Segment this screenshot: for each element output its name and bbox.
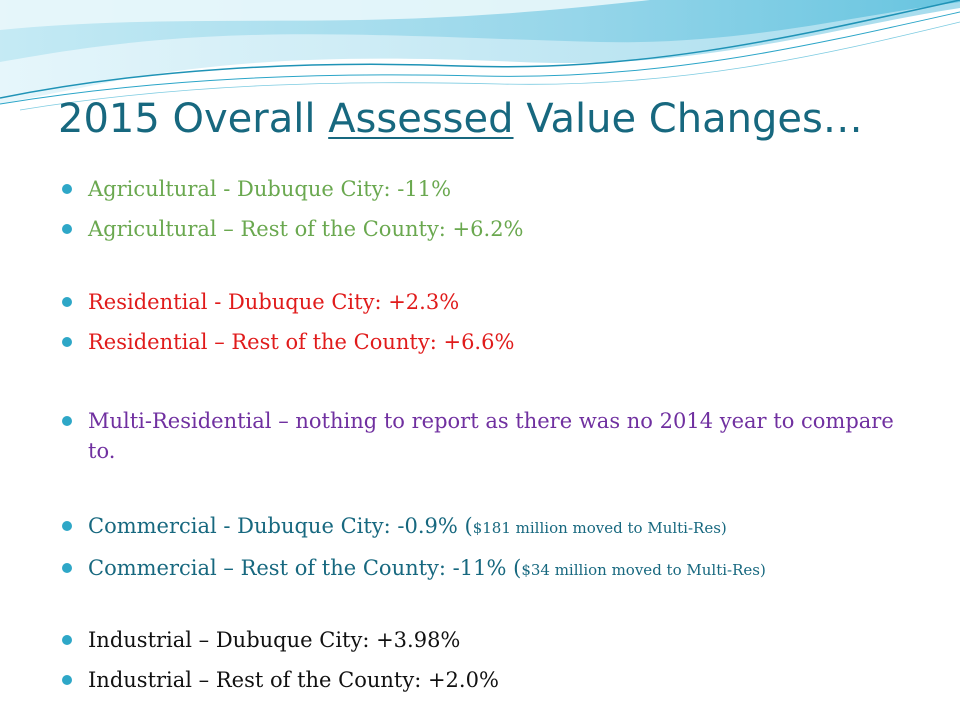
bullet-icon [62, 563, 72, 573]
bullet-icon [62, 416, 72, 426]
bullet-icon [62, 521, 72, 531]
list-item: Agricultural - Dubuque City: -11% [62, 174, 922, 204]
item-text: Multi-Residential – nothing to report as… [88, 409, 894, 463]
slide-title: 2015 Overall Assessed Value Changes… [58, 96, 938, 142]
item-text: Industrial – Dubuque City: +3.98% [88, 628, 461, 652]
list-item: Multi-Residential – nothing to report as… [62, 406, 922, 466]
item-note: $34 million moved to Multi-Res) [521, 561, 766, 579]
bullet-icon [62, 184, 72, 194]
list-item: Agricultural – Rest of the County: +6.2% [62, 214, 922, 244]
list-item: Industrial – Dubuque City: +3.98% [62, 625, 922, 655]
bullet-icon [62, 297, 72, 307]
list-item: Commercial – Rest of the County: -11% ($… [62, 553, 922, 585]
list-item: Industrial – Rest of the County: +2.0% [62, 665, 922, 695]
header-wave-decoration [0, 0, 960, 111]
list-item: Commercial - Dubuque City: -0.9% ($181 m… [62, 511, 922, 543]
title-prefix: 2015 Overall [58, 96, 329, 142]
item-text: Residential – Rest of the County: +6.6% [88, 330, 515, 354]
bullet-icon [62, 337, 72, 347]
item-text: Commercial – Rest of the County: -11% ( [88, 556, 522, 580]
title-suffix: Value Changes… [513, 96, 863, 142]
item-text: Agricultural - Dubuque City: -11% [88, 177, 452, 201]
bullet-icon [62, 675, 72, 685]
item-text: Industrial – Rest of the County: +2.0% [88, 668, 499, 692]
bullet-icon [62, 635, 72, 645]
item-text: Commercial - Dubuque City: -0.9% ( [88, 514, 473, 538]
item-text: Agricultural – Rest of the County: +6.2% [88, 217, 524, 241]
title-underlined-word: Assessed [328, 96, 514, 142]
item-text: Residential - Dubuque City: +2.3% [88, 290, 460, 314]
item-note: $181 million moved to Multi-Res) [472, 519, 727, 537]
list-item: Residential - Dubuque City: +2.3% [62, 287, 922, 317]
list-item: Residential – Rest of the County: +6.6% [62, 327, 922, 357]
bullet-icon [62, 224, 72, 234]
